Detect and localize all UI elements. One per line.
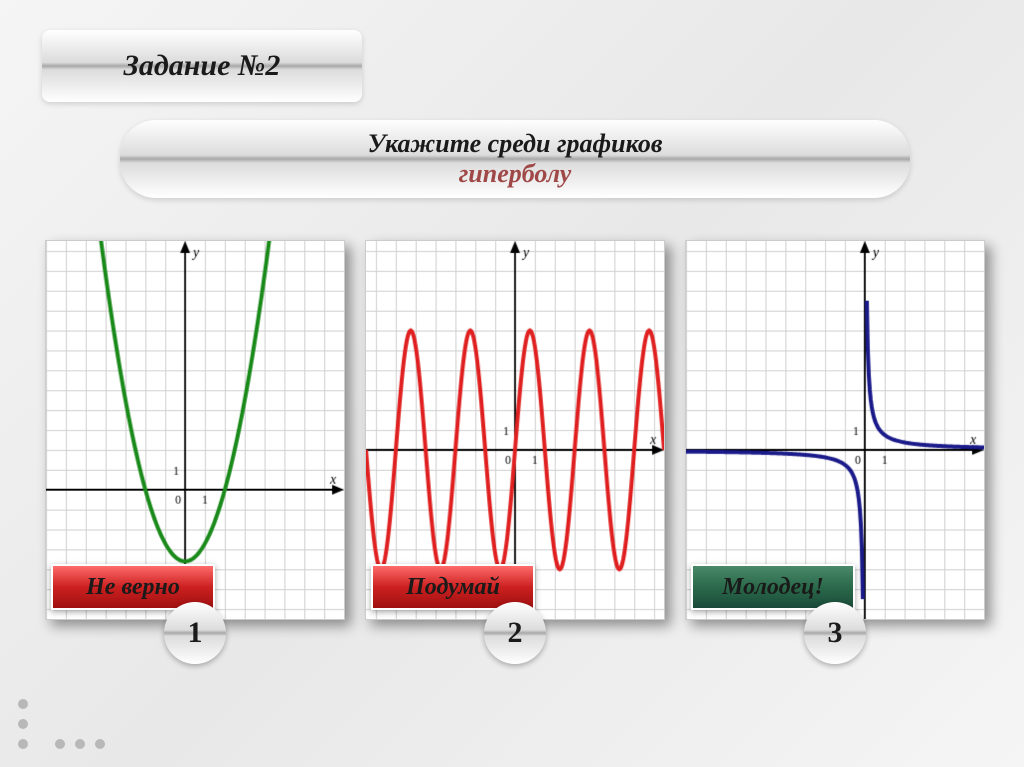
subtitle-line2: гиперболу xyxy=(459,159,572,189)
subtitle-line1: Укажите среди графиков xyxy=(368,129,663,159)
option-number-3: 3 xyxy=(828,616,843,650)
option-number-2: 2 xyxy=(508,616,523,650)
decorative-dots-horizontal xyxy=(55,739,105,749)
chart-2-canvas xyxy=(365,240,665,620)
option-button-2[interactable]: 2 xyxy=(484,602,546,664)
chart-2: Подумай 2 xyxy=(365,240,665,620)
chart-1-canvas xyxy=(45,240,345,620)
option-button-3[interactable]: 3 xyxy=(804,602,866,664)
option-number-1: 1 xyxy=(188,616,203,650)
answer-label-3: Молодец! xyxy=(722,574,824,601)
decorative-dots-vertical xyxy=(18,699,28,749)
chart-3: Молодец! 3 xyxy=(685,240,985,620)
title-badge: Задание №2 xyxy=(42,30,362,102)
title-text: Задание №2 xyxy=(124,49,281,83)
chart-1: Не верно 1 xyxy=(45,240,345,620)
answer-label-2: Подумай xyxy=(406,574,500,601)
answer-label-1: Не верно xyxy=(86,574,180,601)
chart-3-canvas xyxy=(685,240,985,620)
subtitle-badge: Укажите среди графиков гиперболу xyxy=(120,120,910,198)
option-button-1[interactable]: 1 xyxy=(164,602,226,664)
charts-row: Не верно 1 Подумай 2 Молодец! 3 xyxy=(45,240,979,620)
